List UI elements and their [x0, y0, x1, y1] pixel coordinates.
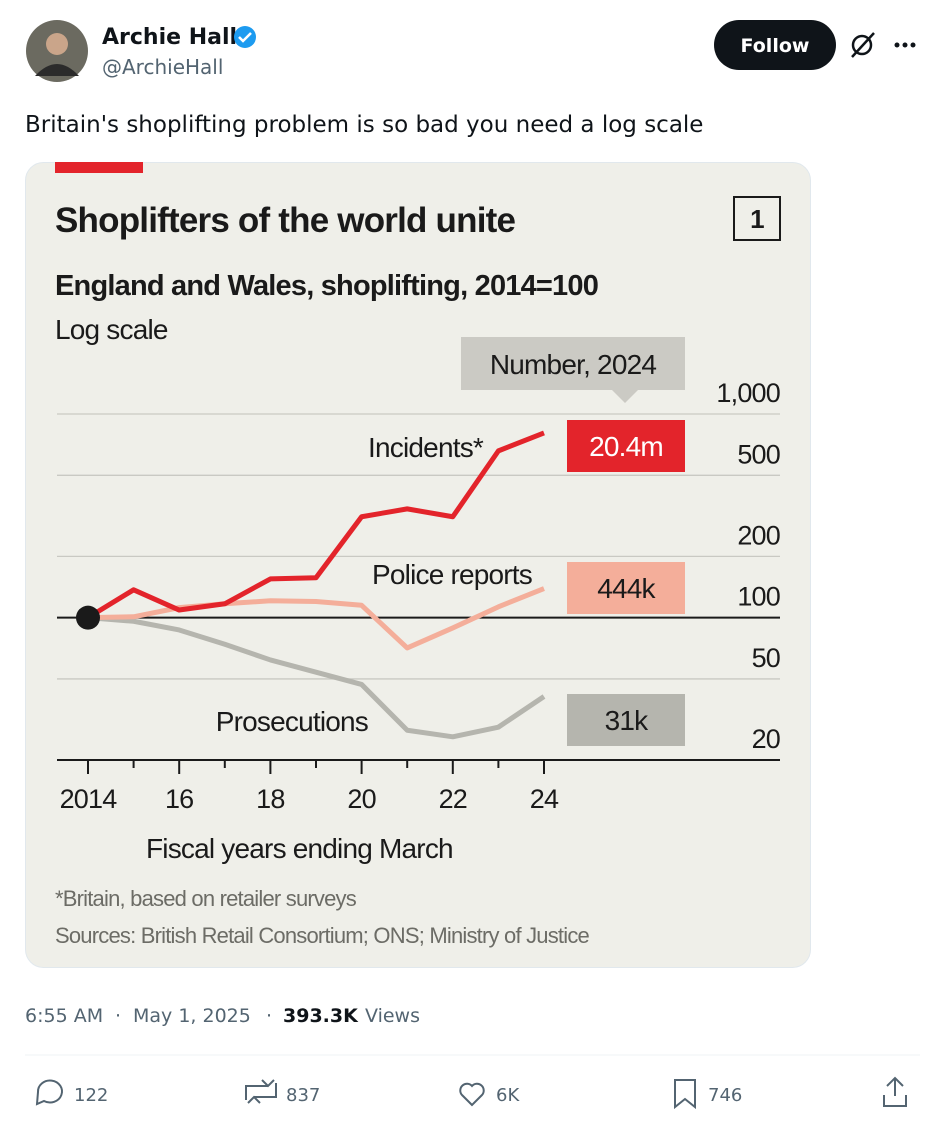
avatar-body — [35, 64, 79, 76]
number-header-pointer — [612, 390, 638, 403]
source: Sources: British Retail Consortium; ONS;… — [55, 923, 590, 948]
chart-title: Shoplifters of the world unite — [55, 201, 515, 240]
more-icon[interactable] — [894, 42, 916, 48]
bookmark-count: 746 — [708, 1085, 742, 1106]
y-tick-label: 500 — [737, 439, 780, 469]
number-header: Number, 2024 — [490, 349, 657, 380]
separator: · — [266, 1005, 272, 1027]
chart-number: 1 — [750, 204, 764, 234]
y-tick-label: 50 — [752, 643, 780, 673]
plot: 1,000 500 200 100 50 20 2014 16 18 20 22 24 Incident… — [57, 378, 781, 814]
separator: · — [115, 1005, 121, 1027]
verified-check — [238, 32, 252, 43]
x-tick-label: 18 — [256, 784, 284, 814]
reply-icon[interactable] — [35, 1079, 63, 1106]
grok-icon[interactable] — [851, 34, 873, 56]
views-label: Views — [365, 1005, 420, 1027]
x-tick-label: 22 — [439, 784, 467, 814]
footnote: *Britain, based on retailer surveys — [55, 886, 357, 911]
tweet-time[interactable]: 6:55 AM — [25, 1005, 103, 1027]
number-header-box — [461, 337, 685, 390]
series-label: Incidents* — [368, 432, 484, 463]
series-line — [87, 615, 546, 740]
repost-icon[interactable] — [245, 1079, 277, 1104]
y-tick-label: 20 — [752, 724, 780, 754]
tweet-text: Britain's shoplifting problem is so bad … — [25, 112, 703, 138]
x-tick-label: 2014 — [60, 784, 118, 814]
chart-subtitle: England and Wales, shoplifting, 2014=100 — [55, 270, 598, 302]
repost-count: 837 — [286, 1085, 320, 1106]
number-box — [567, 420, 685, 472]
x-tick-label: 24 — [530, 784, 559, 814]
avatar-face — [46, 33, 68, 55]
series-line — [87, 586, 545, 651]
y-tick-label: 200 — [737, 520, 780, 550]
scale-note: Log scale — [55, 314, 168, 345]
x-axis-label: Fiscal years ending March — [146, 833, 453, 864]
number-label: 20.4m — [589, 431, 663, 462]
author-handle[interactable]: @ArchieHall — [102, 55, 223, 79]
number-label: 31k — [605, 705, 650, 736]
like-count: 6K — [496, 1085, 520, 1106]
x-tick-label: 16 — [165, 784, 193, 814]
bookmark-icon[interactable] — [674, 1079, 696, 1110]
y-tick-label: 1,000 — [716, 378, 780, 408]
series-label: Prosecutions — [216, 706, 368, 737]
verified-badge — [234, 26, 256, 48]
like-icon[interactable] — [459, 1082, 485, 1107]
reply-count: 122 — [74, 1085, 108, 1106]
start-dot — [76, 605, 100, 630]
grok-slash — [851, 32, 875, 58]
number-label: 444k — [597, 573, 656, 604]
series-label: Police reports — [372, 559, 532, 590]
series-line — [86, 430, 545, 620]
follow-label[interactable]: Follow — [741, 35, 810, 57]
number-box — [567, 562, 685, 614]
x-tick-label: 20 — [347, 784, 375, 814]
follow-button[interactable] — [714, 20, 836, 70]
y-tick-label: 100 — [737, 582, 780, 612]
brand-bar — [55, 162, 143, 173]
author-name[interactable]: Archie Hall — [102, 25, 237, 50]
number-box — [567, 694, 685, 746]
tweet-date[interactable]: May 1, 2025 — [133, 1005, 251, 1027]
view-count: 393.3K — [283, 1005, 359, 1027]
share-icon[interactable] — [883, 1076, 907, 1107]
chart-number-box — [733, 196, 781, 241]
